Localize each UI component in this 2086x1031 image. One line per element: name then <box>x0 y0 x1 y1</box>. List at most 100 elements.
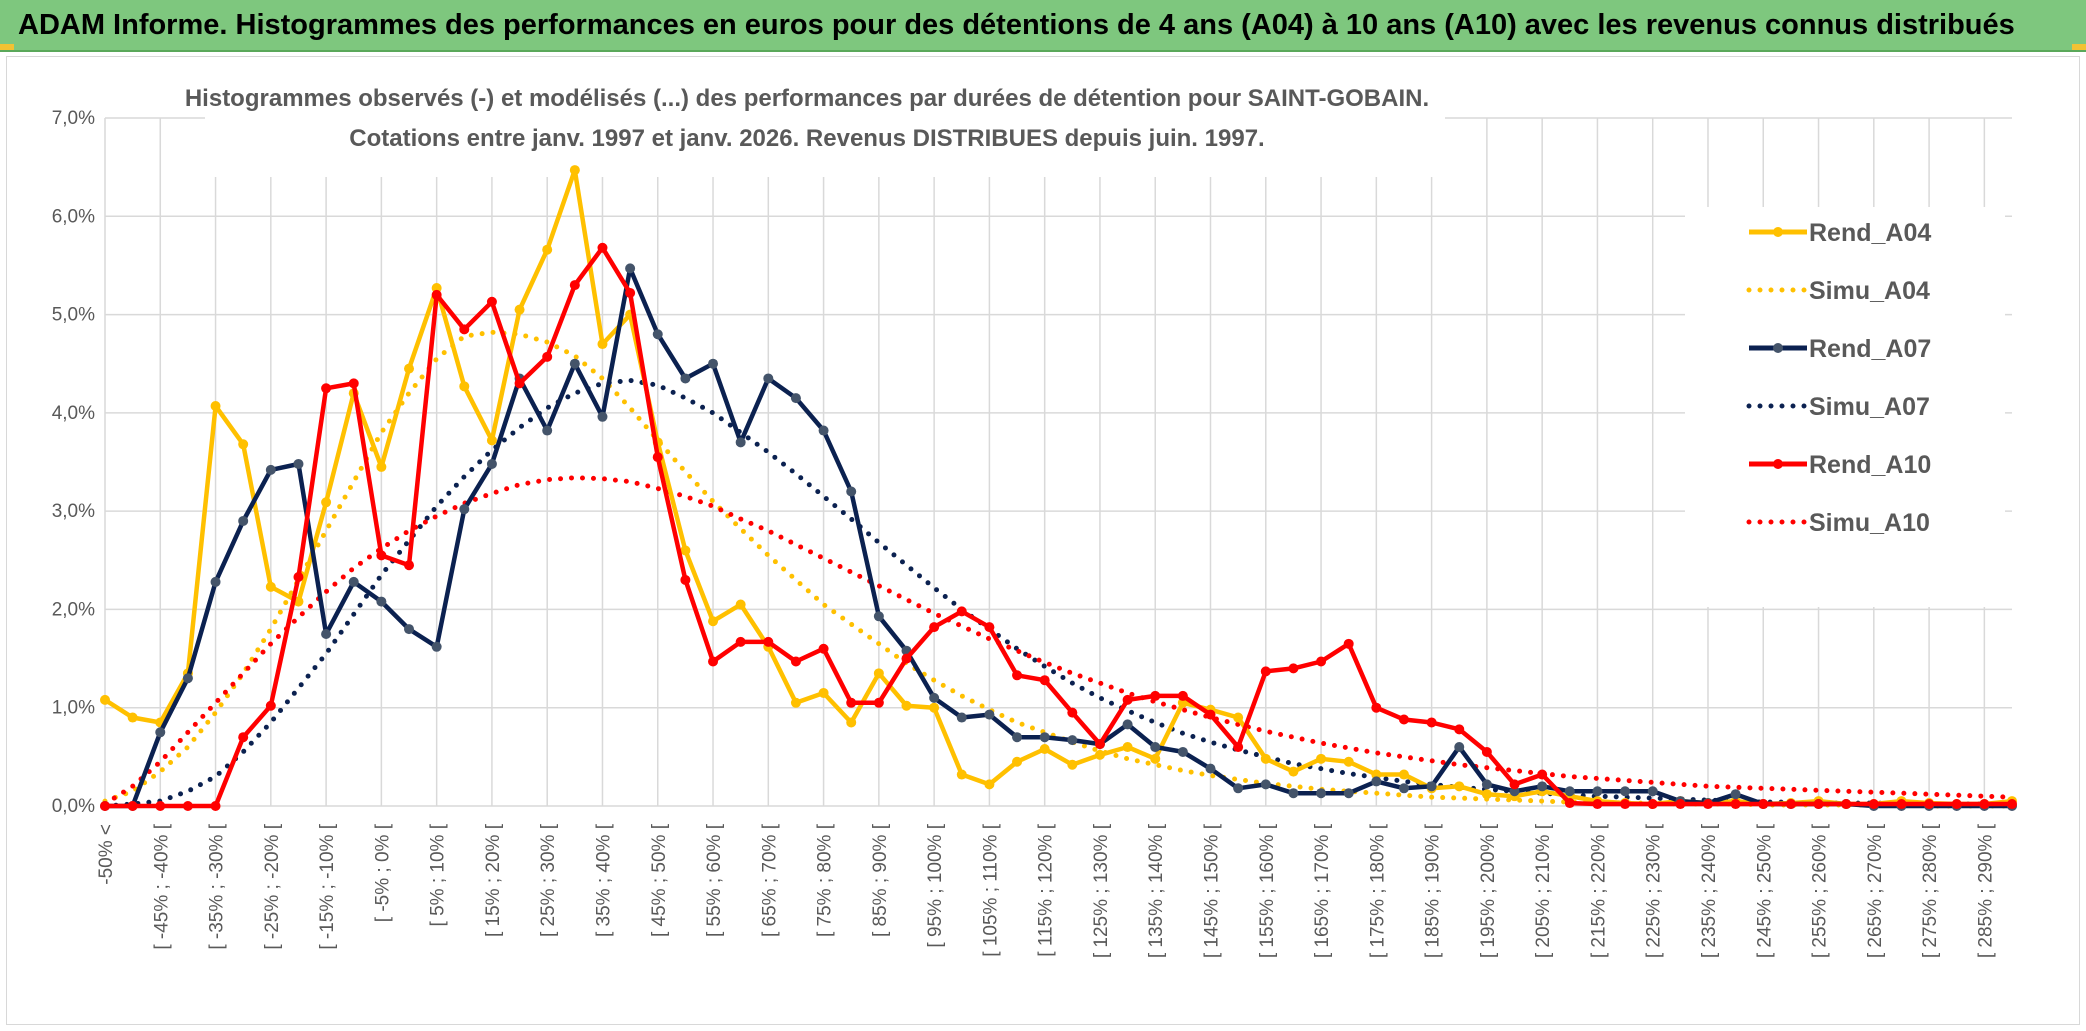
data-point <box>873 697 884 708</box>
data-point <box>1979 799 1990 810</box>
x-tick-label: [ 65% ; 70% [ <box>759 823 780 937</box>
data-point <box>1094 739 1105 750</box>
data-point <box>1371 769 1382 780</box>
data-point <box>846 717 857 728</box>
data-point <box>597 242 608 253</box>
data-point <box>652 452 663 463</box>
data-point <box>1067 735 1078 746</box>
data-point <box>1702 799 1713 810</box>
data-point <box>1012 732 1023 743</box>
data-point <box>929 702 940 713</box>
data-point <box>818 643 829 654</box>
data-point <box>818 687 829 698</box>
series-line-simu-a10 <box>102 475 2015 807</box>
data-point <box>708 616 719 627</box>
data-point <box>321 497 332 508</box>
data-point <box>486 296 497 307</box>
data-point <box>1398 769 1409 780</box>
x-tick-label: [ 145% ; 150% [ <box>1202 823 1223 958</box>
data-point <box>1039 675 1050 686</box>
histogram-chart: 0,0% 1,0% 2,0% 3,0% 4,0% 5,0% 6,0% 7,0% -50% < [… <box>52 59 2017 958</box>
data-point <box>1371 776 1382 787</box>
x-tick-label: [ 195% ; 200% [ <box>1478 823 1499 958</box>
data-point <box>542 244 553 255</box>
data-point <box>1951 799 1962 810</box>
data-point <box>100 694 110 705</box>
x-tick-label: [ 125% ; 130% [ <box>1091 823 1112 958</box>
x-tick-label: [ 205% ; 210% [ <box>1533 823 1554 958</box>
data-point <box>735 437 746 448</box>
data-point <box>348 576 359 587</box>
data-point <box>1730 799 1741 810</box>
data-point <box>210 400 221 411</box>
x-tick-label: [ 275% ; 280% [ <box>1920 823 1941 958</box>
data-point <box>1205 709 1216 720</box>
data-point <box>1398 714 1409 725</box>
data-point <box>597 339 608 350</box>
data-point <box>1150 742 1161 753</box>
report-banner: ADAM Informe. Histogrammes des performan… <box>0 0 2086 52</box>
y-tick-label: 7,0% <box>52 108 95 129</box>
data-point <box>846 697 857 708</box>
data-point <box>1288 663 1299 674</box>
data-point <box>1592 786 1603 797</box>
x-tick-label: [ 135% ; 140% [ <box>1146 823 1167 958</box>
x-tick-label: [ 95% ; 100% [ <box>925 823 946 947</box>
legend-marker <box>1773 459 1783 469</box>
data-point <box>210 576 221 587</box>
data-point <box>238 732 249 743</box>
data-point <box>486 435 497 446</box>
data-point <box>431 289 442 300</box>
data-point <box>265 464 276 475</box>
data-point <box>542 425 553 436</box>
data-point <box>735 599 746 610</box>
data-point <box>1592 799 1603 810</box>
x-tick-label: [ 115% ; 120% [ <box>1036 823 1057 956</box>
data-point <box>1841 799 1852 810</box>
data-point <box>1343 638 1354 649</box>
data-point <box>1454 742 1465 753</box>
x-tick-label: [ 285% ; 290% [ <box>1975 823 1996 958</box>
data-point <box>1426 717 1437 728</box>
x-tick-label: [ 255% ; 260% [ <box>1810 823 1831 958</box>
data-point <box>1537 769 1548 780</box>
data-point <box>1813 799 1824 810</box>
data-point <box>956 606 967 617</box>
legend-marker <box>1773 227 1783 237</box>
data-point <box>1039 732 1050 743</box>
x-tick-label: [ -25% ; -20% [ <box>262 823 283 949</box>
data-point <box>1758 799 1769 810</box>
data-point <box>1564 798 1575 809</box>
data-point <box>597 411 608 422</box>
data-point <box>514 304 525 315</box>
data-point <box>348 378 359 389</box>
y-tick-label: 4,0% <box>52 403 95 424</box>
data-point <box>542 351 553 362</box>
data-point <box>404 560 415 571</box>
data-point <box>459 504 470 515</box>
y-tick-label: 1,0% <box>52 698 95 719</box>
data-point <box>1675 799 1686 810</box>
series-line-rend-a10 <box>105 245 2012 809</box>
chart-subtitle: Cotations entre janv. 1997 et janv. 2026… <box>349 125 1264 152</box>
data-point <box>873 668 884 679</box>
data-point <box>431 283 442 294</box>
y-tick-label: 0,0% <box>52 796 95 817</box>
legend-label: Rend_A10 <box>1809 451 1931 479</box>
data-point <box>459 324 470 335</box>
data-point <box>321 629 332 639</box>
x-tick-label: [ 15% ; 20% [ <box>483 823 504 937</box>
x-tick-label: [ -45% ; -40% [ <box>151 823 172 949</box>
data-point <box>1509 786 1520 797</box>
data-point <box>210 801 221 811</box>
data-point <box>1233 742 1244 753</box>
title-background <box>205 59 1445 177</box>
data-point <box>901 700 912 711</box>
data-point <box>1454 781 1465 792</box>
data-point <box>1233 712 1244 723</box>
data-point <box>1454 724 1465 735</box>
data-point <box>569 280 580 291</box>
data-point <box>1012 670 1023 681</box>
legend-label: Simu_A07 <box>1809 393 1930 421</box>
data-point <box>1260 753 1271 764</box>
